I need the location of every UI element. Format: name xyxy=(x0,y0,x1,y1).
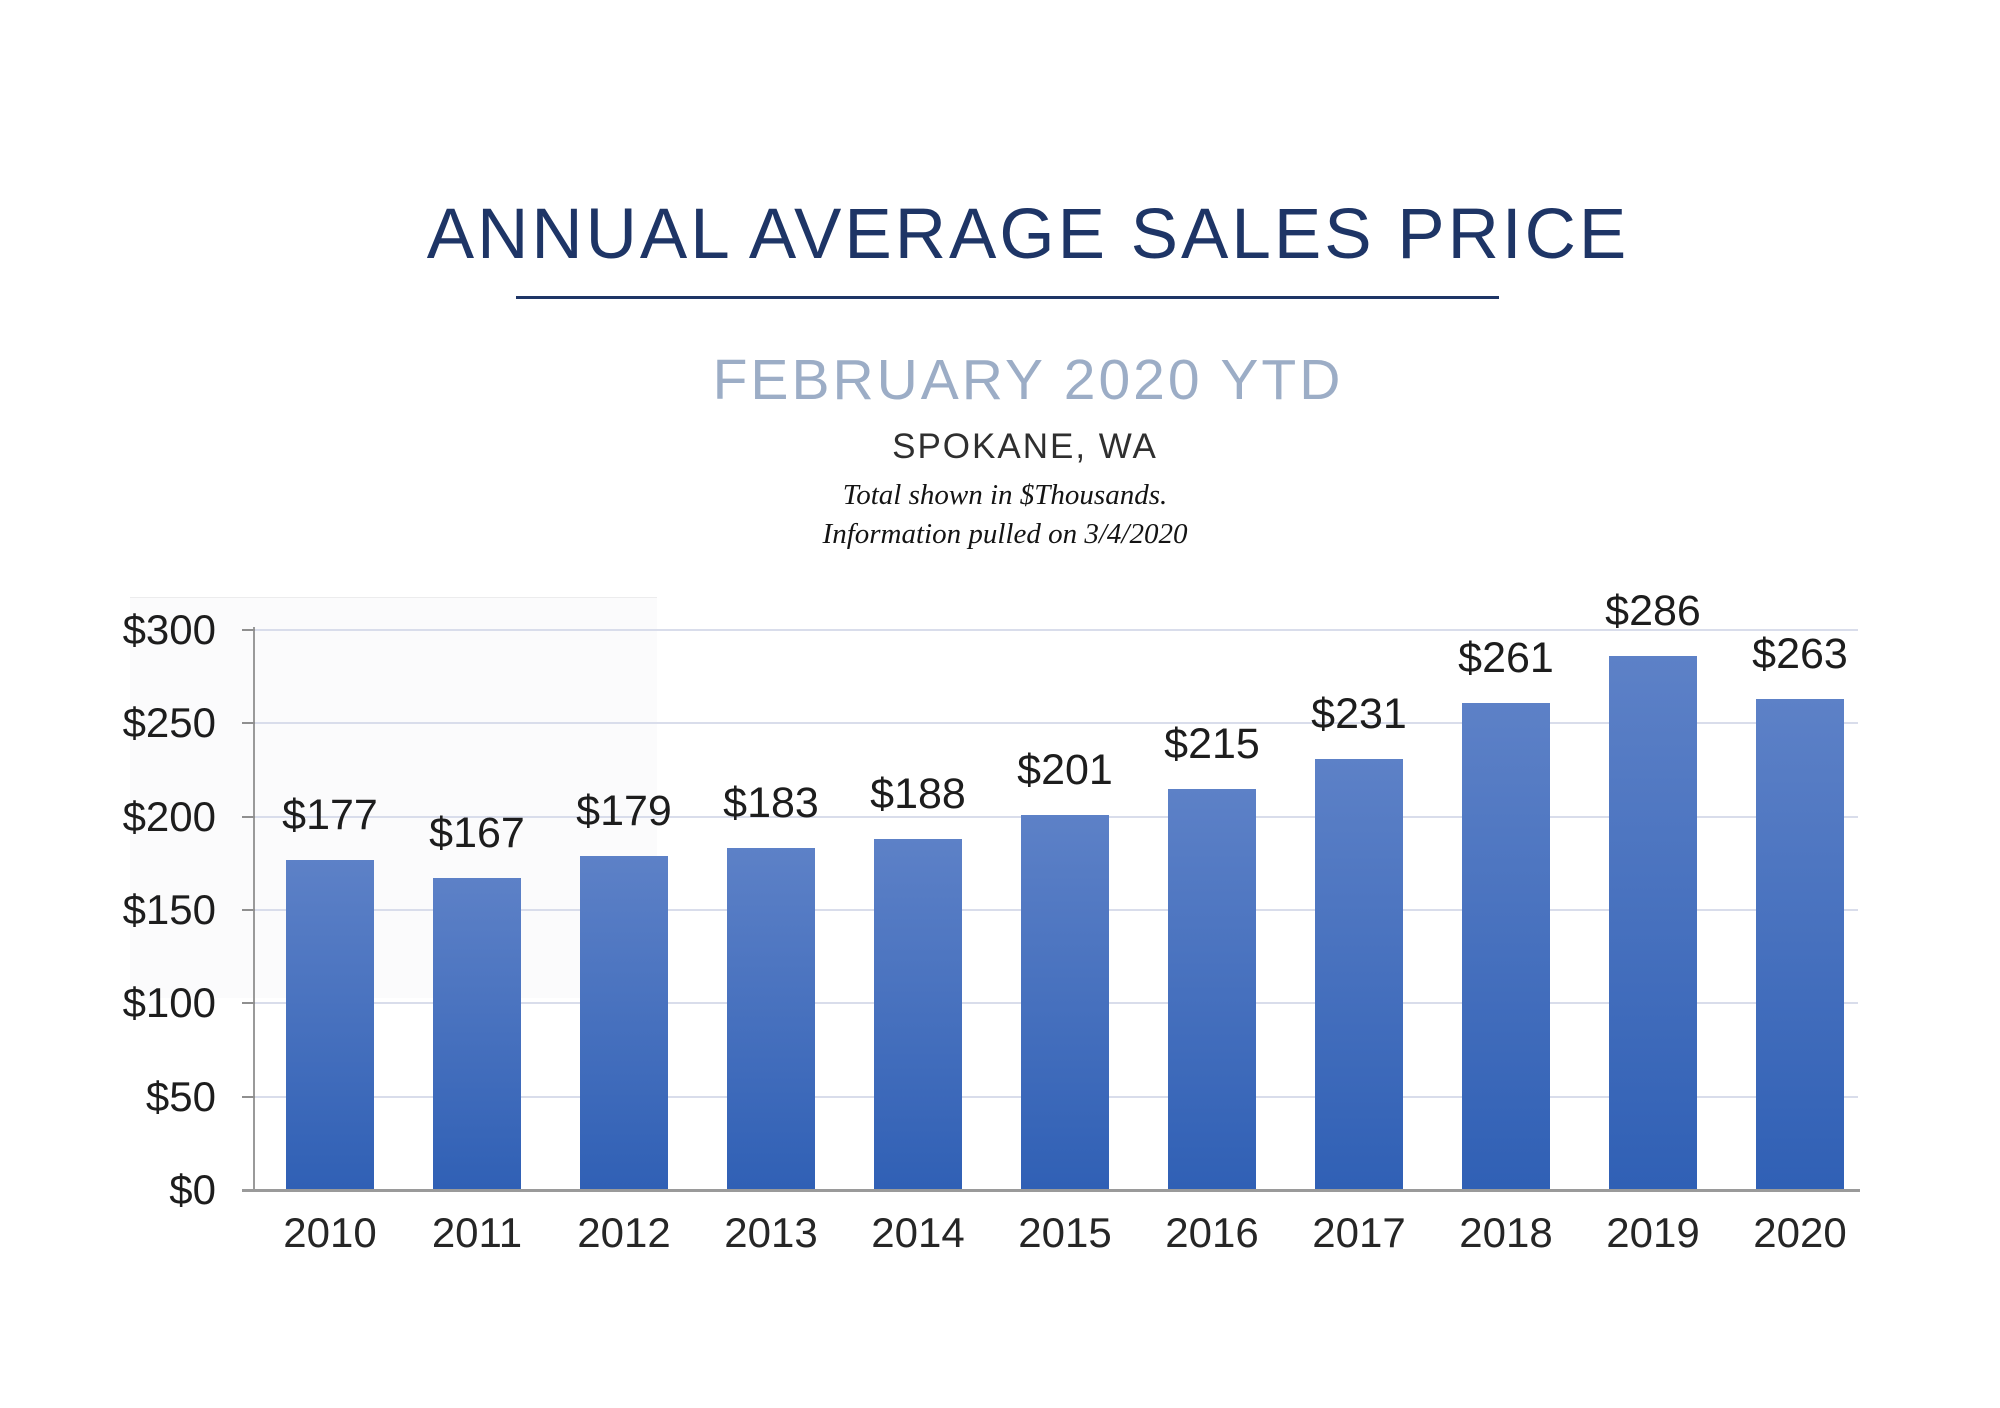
y-tick-label-300: $300 xyxy=(122,606,216,653)
x-tick-label-2012: 2012 xyxy=(577,1209,671,1256)
x-tick-label-2015: 2015 xyxy=(1018,1209,1112,1256)
bar-value-label-2012: $179 xyxy=(576,787,672,835)
bar-value-label-2018: $261 xyxy=(1458,634,1554,682)
x-tick-label-2013: 2013 xyxy=(724,1209,818,1256)
bar-value-label-2020: $263 xyxy=(1752,630,1848,678)
y-axis-tick-200 xyxy=(242,815,255,818)
bar-2013 xyxy=(727,848,815,1189)
bar-value-label-2019: $286 xyxy=(1605,587,1701,635)
y-tick-label-150: $150 xyxy=(122,886,216,933)
x-tick-label-2011: 2011 xyxy=(431,1209,523,1256)
bar-value-label-2014: $188 xyxy=(870,770,966,818)
y-tick-label-200: $200 xyxy=(122,792,216,840)
bar-2010 xyxy=(286,860,374,1189)
x-tick-label-2014: 2014 xyxy=(871,1209,965,1256)
bar-2019 xyxy=(1609,656,1697,1189)
bar-2015 xyxy=(1021,815,1109,1189)
bar-value-label-2013: $183 xyxy=(723,779,819,827)
bar-value-label-2011: $167 xyxy=(429,809,525,857)
page-subtitle: FEBRUARY 2020 YTD xyxy=(712,348,1344,412)
y-axis-tick-100 xyxy=(242,1002,255,1005)
bar-value-label-2010: $177 xyxy=(282,791,378,839)
y-tick-label-0: $0 xyxy=(169,1166,216,1213)
y-axis-line xyxy=(253,627,255,1190)
y-axis-tick-300 xyxy=(242,629,255,631)
x-tick-label-2010: 2010 xyxy=(283,1209,377,1256)
x-tick-label-2017: 2017 xyxy=(1312,1209,1406,1256)
bar-2017 xyxy=(1315,759,1403,1189)
x-tick-label-2016: 2016 xyxy=(1165,1209,1259,1256)
bar-2016 xyxy=(1168,789,1256,1189)
x-tick-label-2019: 2019 xyxy=(1606,1209,1700,1256)
y-tick-label-250: $250 xyxy=(122,699,216,747)
y-axis-tick-50 xyxy=(242,1095,255,1098)
bar-2011 xyxy=(433,878,521,1189)
y-tick-label-100: $100 xyxy=(122,979,216,1027)
chart-note-units: Total shown in $Thousands. xyxy=(842,479,1168,511)
page-location: SPOKANE, WA xyxy=(892,427,1158,466)
x-tick-label-2020: 2020 xyxy=(1753,1209,1847,1256)
chart-background-panel xyxy=(130,597,657,998)
bar-2018 xyxy=(1462,703,1550,1189)
x-axis-line xyxy=(242,1189,1860,1192)
gridline-250 xyxy=(255,722,1858,725)
bar-value-label-2016: $215 xyxy=(1164,720,1260,768)
bar-2014 xyxy=(874,839,962,1189)
bar-2012 xyxy=(580,856,668,1189)
chart-note-pulled-date: Information pulled on 3/4/2020 xyxy=(822,518,1188,550)
gridline-300 xyxy=(255,629,1858,631)
y-axis-tick-150 xyxy=(242,909,255,911)
y-tick-label-50: $50 xyxy=(145,1072,216,1120)
x-tick-label-2018: 2018 xyxy=(1459,1209,1553,1256)
bar-value-label-2017: $231 xyxy=(1311,690,1407,738)
y-axis-tick-250 xyxy=(242,722,255,725)
title-underline-rule xyxy=(516,296,1499,299)
bar-value-label-2015: $201 xyxy=(1017,746,1113,794)
bar-2020 xyxy=(1756,699,1844,1189)
page-title: ANNUAL AVERAGE SALES PRICE xyxy=(426,195,1630,274)
